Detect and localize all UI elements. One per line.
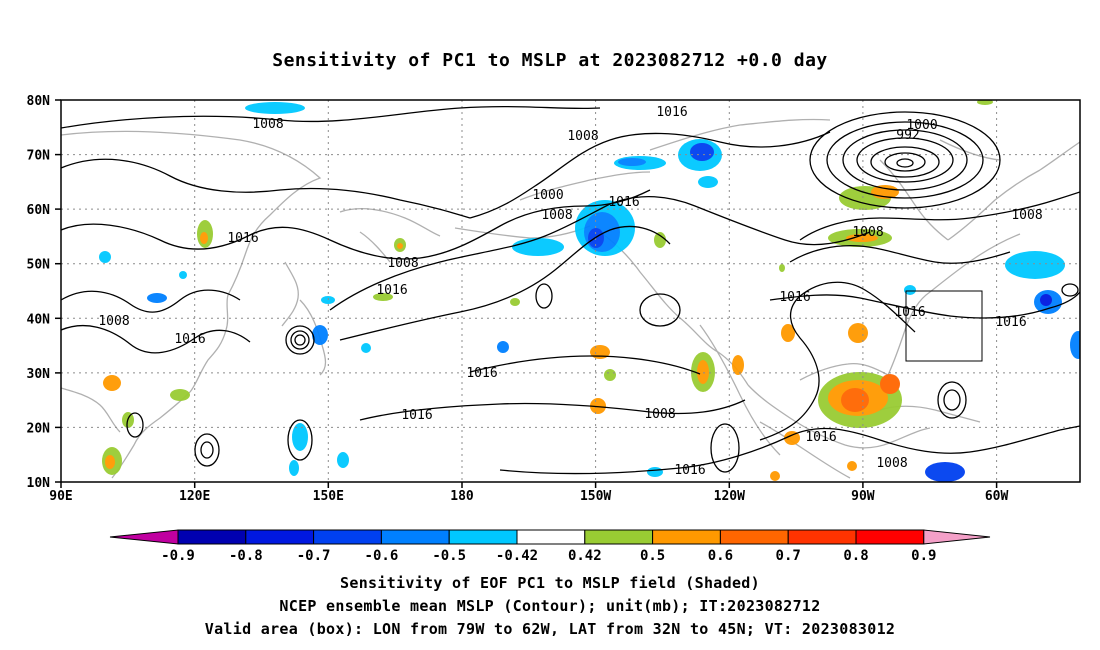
contour-label: 1008 — [1011, 208, 1042, 223]
contour-label: 1016 — [227, 231, 258, 246]
colorbar-label: 0.5 — [640, 548, 665, 564]
valid-area-box — [905, 290, 983, 362]
contour-label: 1016 — [174, 332, 205, 347]
footer-line-1: Sensitivity of EOF PC1 to MSLP field (Sh… — [340, 574, 760, 592]
colorbar-label: -0.42 — [496, 548, 538, 564]
lat-tick-label: 30N — [27, 367, 51, 382]
colorbar-label: 0.6 — [708, 548, 733, 564]
footer-line-2: NCEP ensemble mean MSLP (Contour); unit(… — [279, 597, 821, 615]
contour-label: 1016 — [656, 105, 687, 120]
grid-lines — [61, 100, 1080, 482]
contour-label: 1008 — [876, 456, 907, 471]
colorbar-label: -0.5 — [432, 548, 466, 564]
colorbar: -0.9 -0.8 -0.7 -0.6 -0.5 -0.42 0.42 0.5 0.6 0.7 0.… — [109, 529, 991, 564]
contour-label: 1016 — [376, 283, 407, 298]
colorbar-label: -0.8 — [229, 548, 263, 564]
contour-label: 1008 — [252, 117, 283, 132]
contour-label: 1008 — [541, 208, 572, 223]
contour-label: 1000 — [906, 118, 937, 133]
latitude-axis: 80N 70N 60N 50N 40N 30N 20N 10N — [27, 94, 51, 491]
colorbar-swatch — [177, 529, 247, 545]
lon-tick-label: 150W — [580, 489, 611, 504]
lon-tick-label: 90E — [49, 489, 72, 504]
colorbar-swatch — [787, 529, 857, 545]
colorbar-swatch — [516, 529, 586, 545]
colorbar-swatch — [313, 529, 382, 545]
lat-tick-label: 50N — [27, 258, 51, 273]
colorbar-swatch — [448, 529, 518, 545]
colorbar-swatch — [652, 529, 721, 545]
colorbar-swatch — [719, 529, 789, 545]
contour-label: 1008 — [387, 256, 418, 271]
lat-tick-label: 60N — [27, 203, 51, 218]
contour-label: 1008 — [567, 129, 598, 144]
lat-tick-label: 10N — [27, 476, 51, 491]
lat-tick-label: 80N — [27, 94, 51, 109]
footer-line-3: Valid area (box): LON from 79W to 62W, L… — [204, 620, 896, 638]
colorbar-swatch — [584, 529, 654, 545]
colorbar-swatch — [380, 529, 450, 545]
colorbar-label: -0.7 — [297, 548, 331, 564]
lat-tick-label: 20N — [27, 421, 51, 436]
contour-labels: 1016 1008 1000 992 1008 1016 1008 1016 1… — [98, 105, 1042, 478]
lon-tick-label: 180 — [450, 489, 474, 504]
colorbar-swatch — [855, 529, 925, 545]
contour-label: 1008 — [852, 225, 883, 240]
lon-tick-label: 150E — [313, 489, 344, 504]
colorbar-label: 0.8 — [843, 548, 868, 564]
mslp-contours — [61, 105, 1080, 475]
colorbar-label: -0.9 — [161, 548, 195, 564]
contour-label: 1016 — [674, 463, 705, 478]
contour-label: 1016 — [466, 366, 497, 381]
lon-tick-label: 120W — [714, 489, 745, 504]
contour-label: 1016 — [779, 290, 810, 305]
lon-tick-label: 90W — [851, 489, 875, 504]
contour-label: 1016 — [805, 430, 836, 445]
chart-title: Sensitivity of PC1 to MSLP at 2023082712… — [272, 50, 828, 71]
lon-tick-label: 60W — [985, 489, 1009, 504]
longitude-axis: 90E 120E 150E 180 150W 120W 90W 60W — [49, 489, 1008, 504]
contour-label: 1000 — [532, 188, 563, 203]
tick-marks — [55, 99, 998, 488]
colorbar-label: 0.7 — [776, 548, 801, 564]
lon-tick-label: 120E — [179, 489, 210, 504]
colorbar-end-low — [109, 529, 179, 545]
colorbar-label: 0.42 — [568, 548, 602, 564]
contour-label: 1008 — [98, 314, 129, 329]
contour-label: 1008 — [644, 407, 675, 422]
colorbar-swatch — [245, 529, 315, 545]
lat-tick-label: 70N — [27, 149, 51, 164]
colorbar-label: 0.9 — [911, 548, 936, 564]
colorbar-label: -0.6 — [365, 548, 399, 564]
map-frame — [60, 99, 1081, 483]
contour-label: 1016 — [995, 315, 1026, 330]
contour-label: 1016 — [894, 305, 925, 320]
contour-label: 992 — [896, 128, 919, 143]
contour-label: 1016 — [608, 195, 639, 210]
lat-tick-label: 40N — [27, 312, 51, 327]
colorbar-end-high — [923, 529, 991, 545]
contour-label: 1016 — [401, 408, 432, 423]
